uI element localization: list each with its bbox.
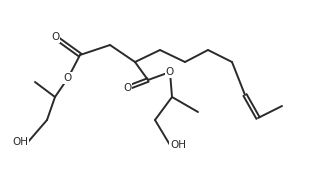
Text: OH: OH — [170, 140, 186, 150]
Text: O: O — [51, 32, 59, 42]
Text: O: O — [123, 83, 131, 93]
Text: OH: OH — [12, 137, 28, 147]
Text: O: O — [64, 73, 72, 83]
Text: O: O — [166, 67, 174, 77]
